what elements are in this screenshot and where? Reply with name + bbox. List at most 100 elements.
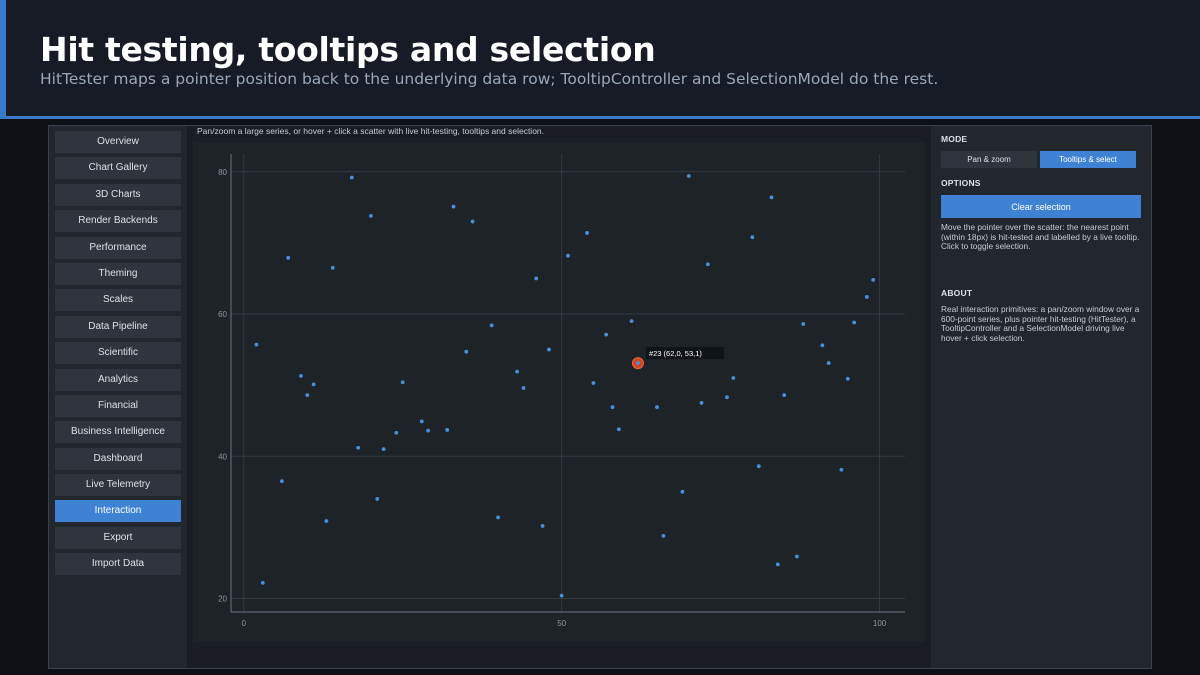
scatter-point[interactable]: [839, 467, 844, 472]
mode-pan-zoom-button[interactable]: Pan & zoom: [941, 151, 1037, 168]
sidebar-item-data-pipeline[interactable]: Data Pipeline: [55, 315, 181, 338]
scatter-point[interactable]: [368, 213, 373, 218]
scatter-point[interactable]: [795, 554, 799, 559]
scatter-point[interactable]: [686, 174, 691, 178]
sidebar-item-export[interactable]: Export: [55, 526, 181, 549]
scatter-point[interactable]: [375, 497, 380, 501]
x-tick-label: 100: [873, 619, 887, 628]
mode-toggle: Pan & zoom Tooltips & select: [941, 151, 1137, 168]
scatter-plot[interactable]: 20 40 60 80 0 50 100 #23 (62,0, 53,1): [193, 142, 925, 642]
scatter-point[interactable]: [547, 347, 551, 352]
sidebar-item-scales[interactable]: Scales: [55, 289, 181, 312]
sidebar-item-scientific[interactable]: Scientific: [55, 342, 181, 365]
sidebar-item-chart-gallery[interactable]: Chart Gallery: [55, 157, 181, 180]
scatter-point[interactable]: [750, 235, 755, 240]
about-section-title: ABOUT: [941, 288, 973, 298]
scatter-point[interactable]: [871, 277, 876, 282]
scatter-point[interactable]: [260, 580, 265, 585]
sidebar-item-import-data[interactable]: Import Data: [55, 553, 181, 576]
scatter-svg[interactable]: 20 40 60 80 0 50 100 #23 (62,0, 53,1): [193, 142, 925, 642]
scatter-point[interactable]: [381, 447, 386, 452]
page-header: Hit testing, tooltips and selection HitT…: [0, 0, 1200, 119]
x-tick-label: 0: [241, 619, 246, 628]
scatter-point[interactable]: [451, 204, 456, 209]
scatter-point[interactable]: [725, 395, 729, 400]
y-tick-label: 80: [218, 168, 227, 177]
header-divider: [0, 116, 1200, 119]
scatter-point[interactable]: [585, 231, 589, 235]
sidebar-item-interaction[interactable]: Interaction: [55, 500, 181, 523]
sidebar-item-overview[interactable]: Overview: [55, 131, 181, 153]
scatter-point[interactable]: [782, 393, 787, 397]
sidebar-item-live-telemetry[interactable]: Live Telemetry: [55, 474, 181, 497]
scatter-point[interactable]: [324, 519, 329, 523]
scatter-point[interactable]: [426, 428, 431, 433]
scatter-point[interactable]: [629, 319, 634, 324]
options-panel: MODE Pan & zoom Tooltips & select OPTION…: [931, 126, 1151, 668]
mode-tooltips-select-button[interactable]: Tooltips & select: [1040, 151, 1136, 168]
scatter-point[interactable]: [540, 524, 545, 528]
scatter-point[interactable]: [566, 253, 570, 258]
scatter-point[interactable]: [305, 393, 310, 397]
sidebar-item-3d-charts[interactable]: 3D Charts: [55, 183, 181, 206]
scatter-point[interactable]: [680, 489, 685, 494]
chart-caption: Pan/zoom a large series, or hover + clic…: [197, 126, 545, 136]
y-tick-label: 40: [218, 452, 227, 461]
scatter-point[interactable]: [826, 361, 831, 365]
sidebar-item-business-intelligence[interactable]: Business Intelligence: [55, 421, 181, 444]
scatter-point[interactable]: [521, 386, 526, 390]
scatter-point[interactable]: [705, 262, 710, 267]
scatter-point[interactable]: [534, 276, 539, 281]
tooltip-box: [645, 347, 724, 360]
scatter-point[interactable]: [756, 464, 761, 469]
header-accent-bar: [0, 0, 6, 118]
scatter-point[interactable]: [349, 175, 354, 180]
scatter-point[interactable]: [419, 419, 424, 424]
scatter-point[interactable]: [299, 373, 303, 378]
scatter-point[interactable]: [330, 265, 335, 270]
mode-section-title: MODE: [941, 134, 968, 144]
scatter-point[interactable]: [559, 593, 564, 598]
scatter-point[interactable]: [445, 428, 450, 432]
sidebar-item-performance[interactable]: Performance: [55, 236, 181, 259]
scatter-point[interactable]: [279, 479, 284, 484]
scatter-point[interactable]: [731, 376, 736, 380]
page-title: Hit testing, tooltips and selection: [40, 30, 656, 69]
scatter-point[interactable]: [604, 332, 609, 337]
y-tick-label: 60: [218, 310, 227, 319]
scatter-point[interactable]: [661, 534, 666, 538]
scatter-point[interactable]: [489, 323, 494, 328]
sidebar-item-financial[interactable]: Financial: [55, 394, 181, 417]
about-description: Real interaction primitives: a pan/zoom …: [941, 304, 1140, 343]
scatter-point[interactable]: [286, 255, 291, 260]
scatter-point[interactable]: [470, 219, 475, 224]
scatter-point[interactable]: [775, 562, 780, 567]
scatter-point[interactable]: [699, 401, 704, 405]
scatter-point[interactable]: [610, 405, 615, 410]
scatter-point[interactable]: [655, 405, 659, 410]
scatter-point[interactable]: [515, 369, 520, 374]
sidebar-nav: Overview Chart Gallery 3D Charts Render Bac…: [49, 126, 187, 668]
sidebar-item-theming[interactable]: Theming: [55, 262, 181, 285]
scatter-point[interactable]: [356, 445, 361, 450]
scatter-point[interactable]: [464, 349, 469, 354]
scatter-point[interactable]: [496, 515, 500, 520]
scatter-point[interactable]: [616, 427, 621, 432]
scatter-point[interactable]: [591, 381, 596, 385]
scatter-point[interactable]: [820, 343, 825, 348]
highlighted-point-core: [636, 361, 640, 365]
sidebar-item-dashboard[interactable]: Dashboard: [55, 447, 181, 470]
scatter-point[interactable]: [394, 430, 399, 435]
scatter-point[interactable]: [845, 376, 850, 381]
scatter-point[interactable]: [801, 322, 806, 326]
scatter-point[interactable]: [254, 342, 259, 347]
scatter-point[interactable]: [400, 380, 405, 385]
scatter-point[interactable]: [769, 195, 774, 200]
scatter-point[interactable]: [852, 320, 857, 325]
clear-selection-button[interactable]: Clear selection: [941, 195, 1141, 218]
options-description: Move the pointer over the scatter: the n…: [941, 222, 1140, 252]
sidebar-item-analytics[interactable]: Analytics: [55, 368, 181, 391]
sidebar-item-render-backends[interactable]: Render Backends: [55, 210, 181, 233]
scatter-point[interactable]: [311, 382, 316, 387]
scatter-point[interactable]: [864, 295, 869, 299]
